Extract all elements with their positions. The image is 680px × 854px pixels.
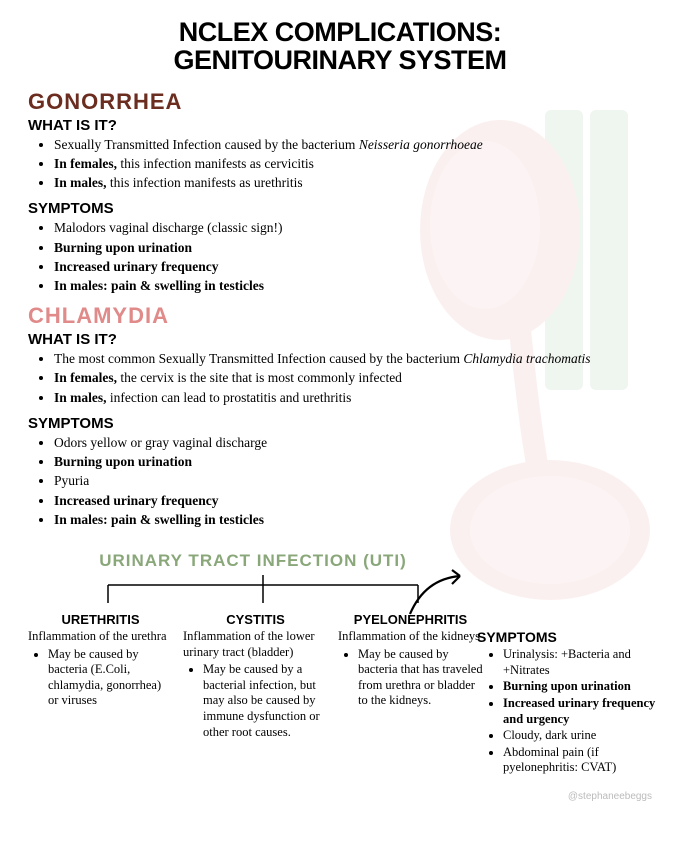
arrow-icon — [405, 564, 475, 624]
symptoms-label: SYMPTOMS — [28, 200, 652, 217]
title-line-2: GENITOURINARY SYSTEM — [28, 46, 652, 74]
credit-text: @stephaneebeggs — [568, 791, 652, 802]
chlamydia-what-list: The most common Sexually Transmitted Inf… — [28, 350, 652, 407]
uti-column-desc: Inflammation of the kidneys — [338, 629, 483, 645]
list-item: Increased urinary frequency — [54, 258, 652, 276]
side-symptoms-list: Urinalysis: +Bacteria and +NitratesBurni… — [477, 647, 672, 776]
gonorrhea-heading: GONORRHEA — [28, 89, 652, 115]
title-line-1: NCLEX COMPLICATIONS: — [28, 18, 652, 46]
list-item: Odors yellow or gray vaginal discharge — [54, 434, 652, 452]
page-title: NCLEX COMPLICATIONS: GENITOURINARY SYSTE… — [28, 18, 652, 75]
uti-column-list: May be caused by bacteria (E.Coli, chlam… — [28, 647, 173, 710]
uti-column-list: May be caused by bacteria that has trave… — [338, 647, 483, 710]
symptoms-label: SYMPTOMS — [477, 629, 672, 645]
gonorrhea-what-list: Sexually Transmitted Infection caused by… — [28, 136, 652, 193]
uti-column: CYSTITIS Inflammation of the lower urinar… — [183, 612, 328, 740]
list-item: Pyuria — [54, 472, 652, 490]
uti-column-desc: Inflammation of the lower urinary tract … — [183, 629, 328, 660]
list-item: Burning upon urination — [54, 239, 652, 257]
list-item: May be caused by bacteria (E.Coli, chlam… — [48, 647, 173, 710]
list-item: Burning upon urination — [503, 679, 672, 695]
what-is-it-label: WHAT IS IT? — [28, 331, 652, 348]
uti-heading: URINARY TRACT INFECTION (UTI) — [48, 551, 458, 571]
list-item: The most common Sexually Transmitted Inf… — [54, 350, 652, 368]
uti-column: URETHRITIS Inflammation of the urethra May… — [28, 612, 173, 740]
list-item: Increased urinary frequency — [54, 492, 652, 510]
gonorrhea-symptoms-list: Malodors vaginal discharge (classic sign… — [28, 219, 652, 295]
chlamydia-symptoms-list: Odors yellow or gray vaginal dischargeBu… — [28, 434, 652, 529]
uti-columns: URETHRITIS Inflammation of the urethra May… — [28, 612, 483, 740]
list-item: In females, this infection manifests as … — [54, 155, 652, 173]
uti-column-desc: Inflammation of the urethra — [28, 629, 173, 645]
uti-column: PYELONEPHRITISInflammation of the kidney… — [338, 612, 483, 740]
list-item: Burning upon urination — [54, 453, 652, 471]
chlamydia-heading: CHLAMYDIA — [28, 303, 652, 329]
list-item: Sexually Transmitted Infection caused by… — [54, 136, 652, 154]
uti-column-list: May be caused by a bacterial infection, … — [183, 662, 328, 740]
list-item: In males, infection can lead to prostati… — [54, 389, 652, 407]
list-item: In males: pain & swelling in testicles — [54, 277, 652, 295]
list-item: May be caused by a bacterial infection, … — [203, 662, 328, 740]
what-is-it-label: WHAT IS IT? — [28, 117, 652, 134]
side-symptoms-box: SYMPTOMS Urinalysis: +Bacteria and +Nitr… — [477, 627, 672, 784]
list-item: Cloudy, dark urine — [503, 728, 672, 744]
list-item: Malodors vaginal discharge (classic sign… — [54, 219, 652, 237]
list-item: Increased urinary frequency and urgency — [503, 696, 672, 727]
list-item: May be caused by bacteria that has trave… — [358, 647, 483, 710]
list-item: Urinalysis: +Bacteria and +Nitrates — [503, 647, 672, 678]
symptoms-label: SYMPTOMS — [28, 415, 652, 432]
list-item: In males, this infection manifests as ur… — [54, 174, 652, 192]
list-item: In females, the cervix is the site that … — [54, 369, 652, 387]
uti-column-title: URETHRITIS — [28, 612, 173, 627]
uti-column-title: CYSTITIS — [183, 612, 328, 627]
list-item: In males: pain & swelling in testicles — [54, 511, 652, 529]
list-item: Abdominal pain (if pyelonephritis: CVAT) — [503, 745, 672, 776]
